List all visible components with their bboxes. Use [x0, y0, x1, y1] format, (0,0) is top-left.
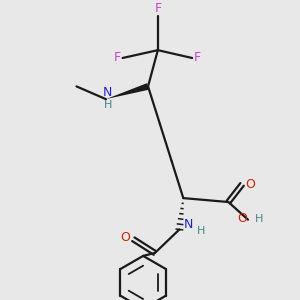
Text: H: H: [255, 214, 263, 224]
Text: N: N: [103, 86, 112, 99]
Text: N: N: [184, 218, 193, 231]
Text: O: O: [121, 231, 130, 244]
Text: H: H: [104, 100, 112, 110]
Polygon shape: [106, 83, 149, 99]
Text: O: O: [245, 178, 255, 191]
Text: O: O: [237, 212, 247, 225]
Text: H: H: [197, 226, 205, 236]
Text: F: F: [194, 52, 201, 64]
Text: F: F: [113, 52, 121, 64]
Text: F: F: [154, 2, 161, 15]
